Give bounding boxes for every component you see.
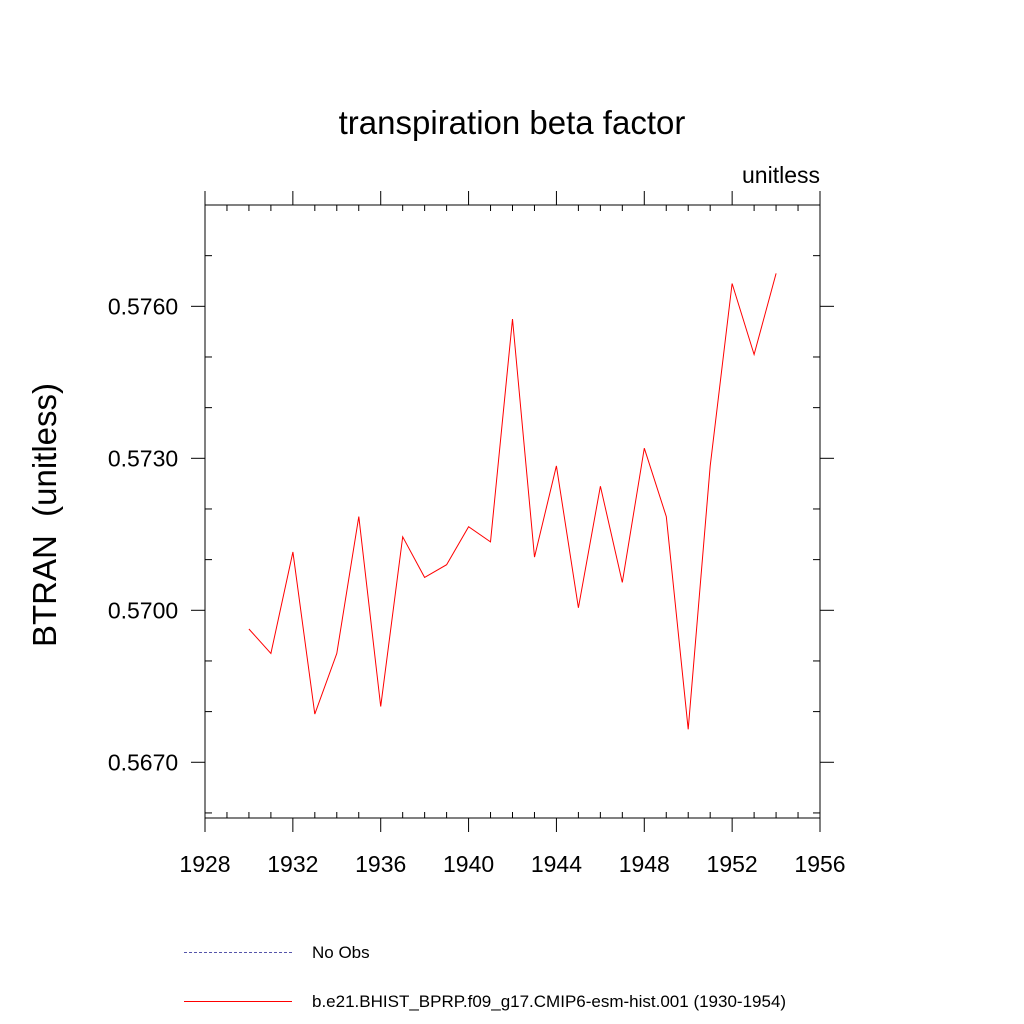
x-tick-label: 1928: [179, 851, 230, 877]
x-tick-label: 1936: [355, 851, 406, 877]
y-tick-label: 0.5670: [108, 749, 178, 775]
units-label: unitless: [742, 162, 820, 188]
y-tick-label: 0.5730: [108, 445, 178, 471]
legend-label: b.e21.BHIST_BPRP.f09_g17.CMIP6-esm-hist.…: [312, 992, 787, 1011]
series-layer: [248, 273, 777, 730]
x-tick-label: 1932: [267, 851, 318, 877]
y-axis-label: BTRAN (unitless): [26, 382, 63, 648]
x-tick-label: 1940: [443, 851, 494, 877]
series-line: [248, 273, 777, 730]
x-tick-label: 1956: [794, 851, 845, 877]
axis-ticks: 1928 1932 1936 1940 1944 1948 1952 1956 0.5670 0.…: [108, 191, 846, 877]
legend-label: No Obs: [312, 943, 370, 962]
chart-title: transpiration beta factor: [338, 104, 686, 141]
x-tick-label: 1948: [619, 851, 670, 877]
x-tick-label: 1952: [707, 851, 758, 877]
legend-swatch-dashed: [184, 952, 292, 953]
y-tick-label: 0.5760: [108, 293, 178, 319]
plot-frame: [204, 204, 821, 819]
x-tick-label: 1944: [531, 851, 582, 877]
y-tick-label: 0.5700: [108, 597, 178, 623]
legend-swatch-solid: [184, 1001, 292, 1002]
